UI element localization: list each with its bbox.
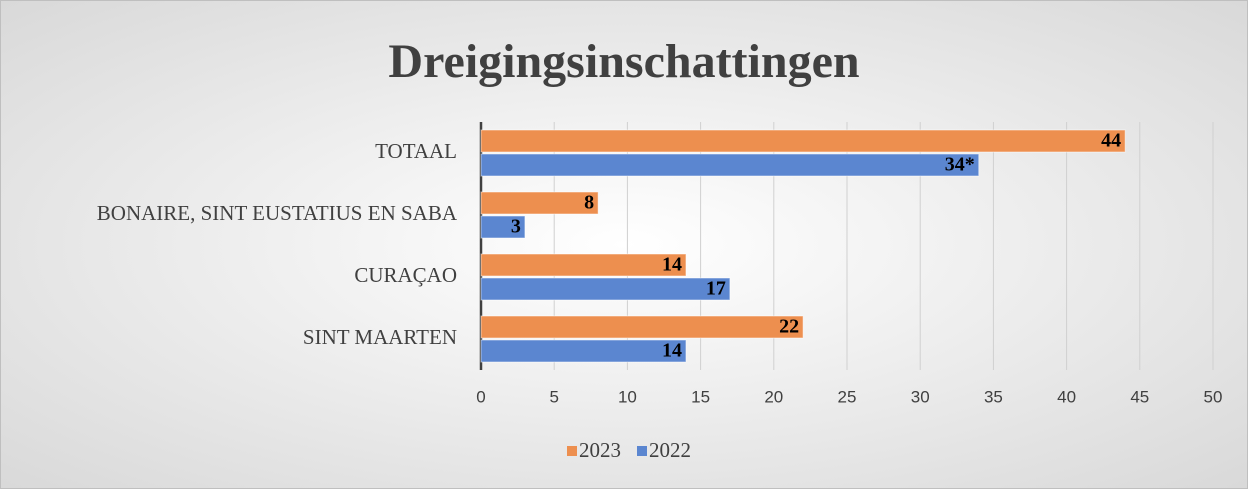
x-tick-label: 30 xyxy=(911,387,930,406)
bar xyxy=(480,315,804,339)
x-tick-label: 5 xyxy=(549,387,558,406)
y-tick-label: TOTAAL xyxy=(375,139,457,163)
data-label: 34* xyxy=(945,154,975,176)
x-tick-label: 10 xyxy=(618,387,637,406)
legend-label: 2023 xyxy=(579,438,621,462)
y-tick-label: CURAÇAO xyxy=(354,263,457,287)
legend-swatch xyxy=(567,446,577,456)
x-tick-label: 50 xyxy=(1204,387,1223,406)
x-tick-label: 25 xyxy=(838,387,857,406)
chart-title: Dreigingsinschattingen xyxy=(388,35,859,88)
data-label: 3 xyxy=(511,216,521,238)
data-label: 22 xyxy=(779,316,799,338)
data-label: 17 xyxy=(706,278,726,300)
x-tick-label: 35 xyxy=(984,387,1003,406)
data-label: 44 xyxy=(1101,130,1121,152)
bar xyxy=(480,129,1126,153)
data-label: 14 xyxy=(662,254,682,276)
legend-label: 2022 xyxy=(649,438,691,462)
data-label: 14 xyxy=(662,340,682,362)
data-label: 8 xyxy=(584,192,594,214)
legend-swatch xyxy=(637,446,647,456)
bar xyxy=(480,191,599,215)
bar xyxy=(480,277,731,301)
y-tick-label: SINT MAARTEN xyxy=(303,325,457,349)
x-tick-label: 15 xyxy=(691,387,710,406)
x-tick-label: 0 xyxy=(476,387,485,406)
x-tick-label: 45 xyxy=(1130,387,1149,406)
bar xyxy=(480,339,687,363)
x-tick-label: 40 xyxy=(1057,387,1076,406)
bar xyxy=(480,215,526,239)
bar xyxy=(480,153,980,177)
bar xyxy=(480,253,687,277)
x-tick-label: 20 xyxy=(764,387,783,406)
y-tick-label: BONAIRE, SINT EUSTATIUS EN SABA xyxy=(97,201,458,225)
